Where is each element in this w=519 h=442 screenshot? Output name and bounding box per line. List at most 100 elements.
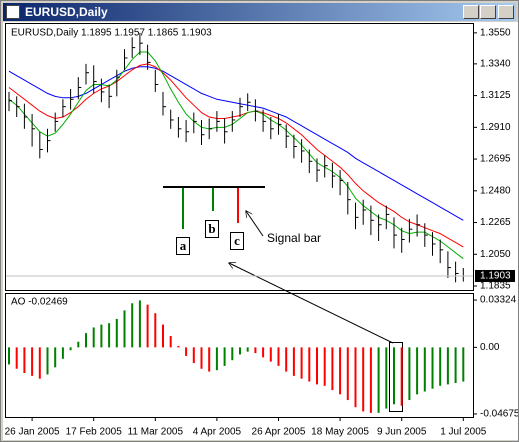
ao-bar xyxy=(54,347,57,368)
label-box xyxy=(205,220,219,238)
ao-bar xyxy=(431,347,434,389)
x-tick-label: 9 Jun 2005 xyxy=(377,427,427,438)
ao-bar xyxy=(400,347,403,406)
ao-bar xyxy=(277,347,280,366)
ao-bar xyxy=(239,347,241,355)
ao-bar xyxy=(408,347,411,401)
ao-bar xyxy=(185,347,188,356)
ao-bar xyxy=(377,347,380,413)
price-header: EURUSD,Daily 1.1895 1.1957 1.1865 1.1903 xyxy=(11,28,212,39)
ao-bar xyxy=(454,347,457,383)
y-tick-label: 0.00 xyxy=(480,342,500,353)
ao-bar xyxy=(269,347,272,362)
y-tick-label: 0.03324 xyxy=(480,295,517,306)
title-bar: EURUSD,Daily xyxy=(3,3,516,21)
price-panel xyxy=(5,23,474,291)
ao-bar xyxy=(300,347,303,379)
ao-bar xyxy=(31,347,34,376)
moving-average xyxy=(8,63,464,248)
ao-bar xyxy=(100,324,103,348)
close-button[interactable] xyxy=(498,5,514,19)
ao-bar xyxy=(131,303,134,348)
ao-bar xyxy=(192,347,195,364)
ao-bar xyxy=(23,347,26,374)
ao-bar xyxy=(77,341,80,348)
x-tick-label: 4 Apr 2005 xyxy=(193,427,242,438)
price-label-box xyxy=(475,269,515,282)
y-tick-label: 1.3125 xyxy=(480,90,511,101)
ao-bar xyxy=(69,347,72,351)
y-tick-label: 1.2910 xyxy=(480,122,511,133)
moving-average xyxy=(8,51,464,260)
x-tick-label: 26 Apr 2005 xyxy=(252,427,306,438)
ao-bar xyxy=(393,347,395,405)
ao-bar xyxy=(385,347,388,409)
ao-bar xyxy=(308,347,311,382)
window-title: EURUSD,Daily xyxy=(25,5,108,19)
ao-bar xyxy=(323,347,326,386)
chart: EURUSD,Daily 1.1895 1.1957 1.1865 1.1903… xyxy=(3,22,518,440)
x-tick-label: 11 Mar 2005 xyxy=(128,427,184,438)
label-box xyxy=(230,232,244,250)
y-tick-label: 1.1835 xyxy=(480,281,511,292)
maximize-button[interactable] xyxy=(480,5,496,19)
ao-bar xyxy=(146,304,149,348)
ao-bar xyxy=(177,345,180,348)
ao-bar xyxy=(416,347,419,395)
x-tick-label: 17 Feb 2005 xyxy=(66,427,123,438)
ao-bar xyxy=(223,347,226,366)
price-label: 1.1903 xyxy=(480,271,511,282)
ao-bar xyxy=(123,310,126,348)
ao-header: AO -0.02469 xyxy=(11,297,68,308)
ao-bar xyxy=(108,323,111,348)
moving-average xyxy=(8,66,464,221)
y-tick-label: 1.2695 xyxy=(480,154,511,165)
ao-bar xyxy=(15,347,18,369)
ao-bar xyxy=(462,347,465,382)
ao-bar xyxy=(246,347,249,352)
annotation-label: c xyxy=(234,233,240,248)
ao-bar xyxy=(262,347,265,358)
ao-bar xyxy=(8,347,10,365)
y-tick-label: 1.2050 xyxy=(480,249,511,260)
ao-bar xyxy=(423,347,426,392)
ao-bar xyxy=(254,347,257,354)
ao-bar xyxy=(162,324,164,348)
label-box xyxy=(176,237,190,255)
ao-bar xyxy=(316,347,318,385)
ao-bar xyxy=(46,347,49,375)
ao-bar xyxy=(200,347,203,369)
ao-bar xyxy=(115,318,118,348)
ao-bar xyxy=(231,347,234,361)
y-tick-label: 1.2265 xyxy=(480,217,511,228)
arrow xyxy=(246,211,264,237)
ao-bar xyxy=(331,347,334,391)
signal-text: Signal bar xyxy=(267,231,321,245)
y-tick-label: 1.3550 xyxy=(480,27,511,38)
ao-bar xyxy=(215,347,218,371)
x-tick-label: 1 Jul 2005 xyxy=(440,427,487,438)
ao-bar xyxy=(362,347,365,412)
ao-bar xyxy=(154,313,157,348)
ao-bar xyxy=(346,347,349,401)
ao-bar xyxy=(339,347,342,395)
ao-panel xyxy=(5,293,474,418)
ao-bar xyxy=(138,300,141,348)
ao-bar xyxy=(169,335,172,348)
y-tick-label: -0.04675 xyxy=(480,409,518,420)
ao-bar xyxy=(354,347,357,408)
ao-bar xyxy=(369,347,372,413)
ao-bar xyxy=(38,347,41,379)
ao-bar xyxy=(446,347,449,385)
window-icon xyxy=(6,5,20,19)
annotation-label: a xyxy=(180,238,187,253)
minimize-button[interactable] xyxy=(463,5,479,19)
y-tick-label: 1.3340 xyxy=(480,58,511,69)
annotation-label: b xyxy=(208,221,215,236)
ao-bar xyxy=(439,347,442,386)
ao-bar xyxy=(285,347,288,372)
ao-bar xyxy=(208,347,211,372)
ao-bar xyxy=(85,333,87,348)
x-tick-label: 18 May 2005 xyxy=(311,427,369,438)
